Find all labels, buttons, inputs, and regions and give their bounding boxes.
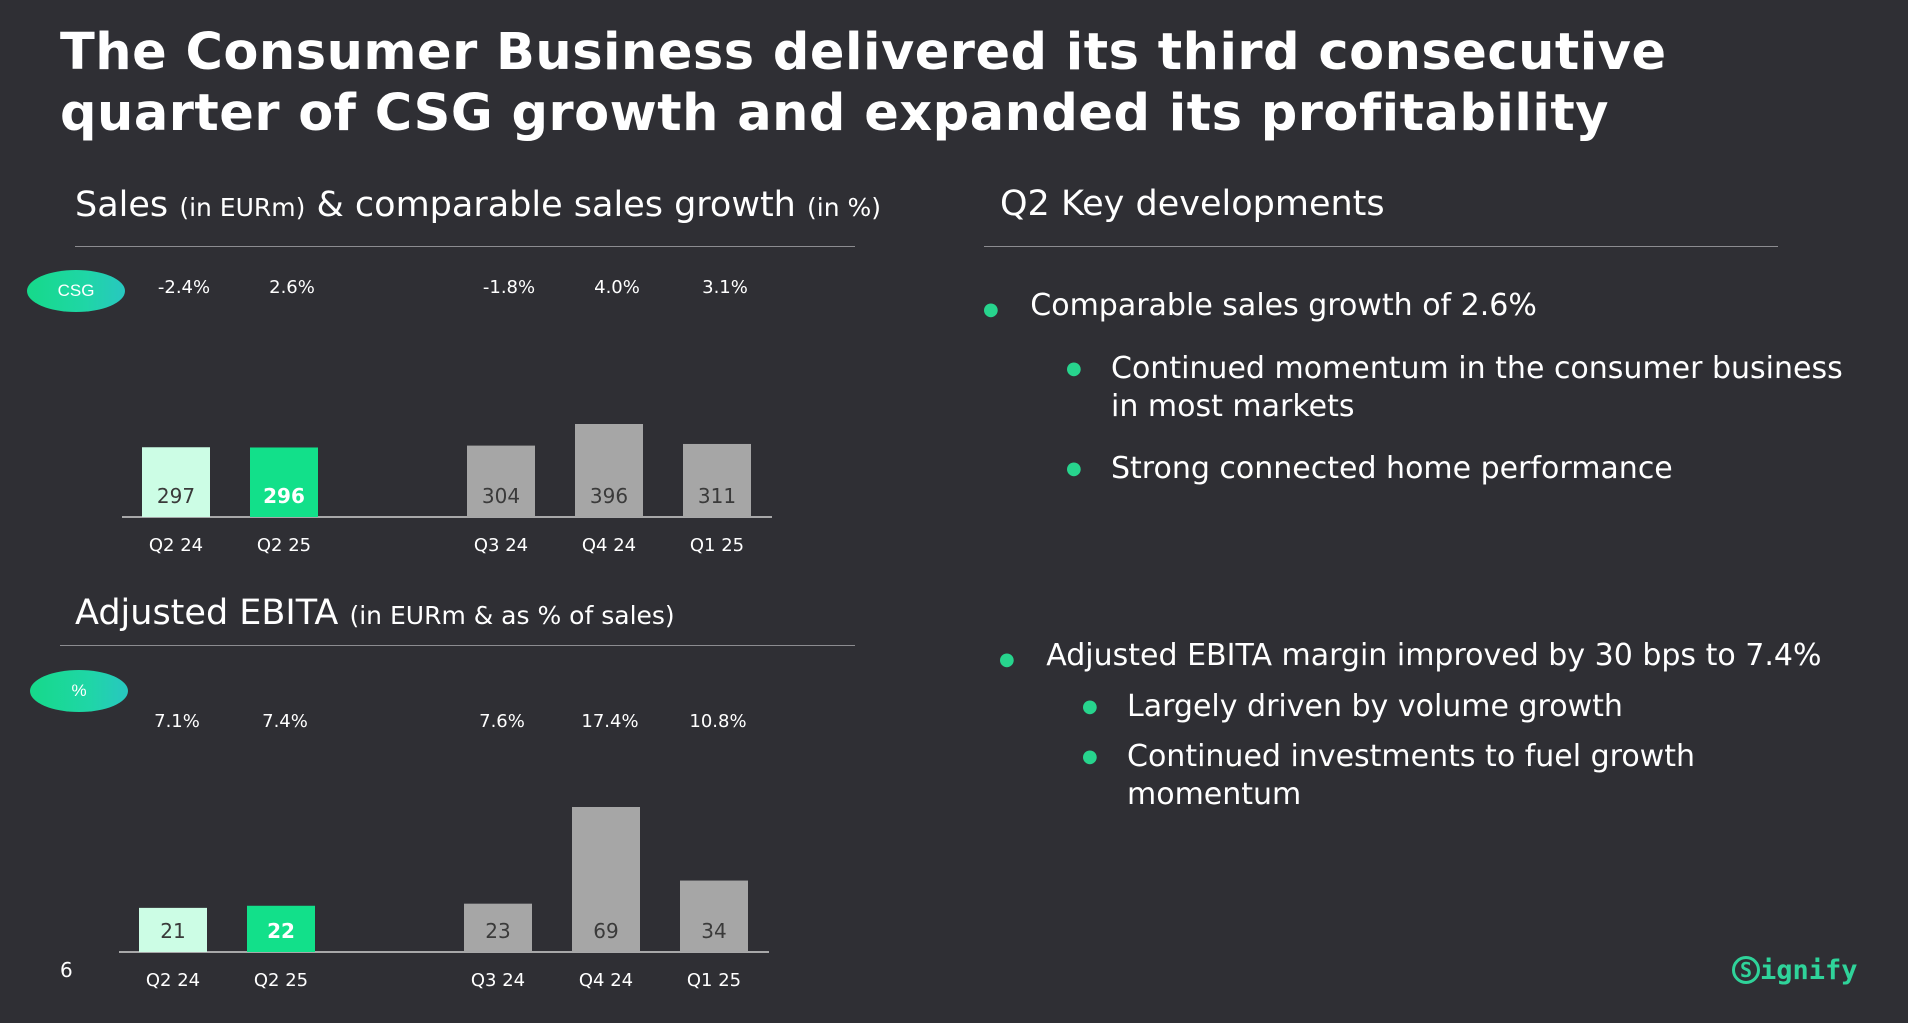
sub-bullet-volume-text: Largely driven by volume growth: [1127, 689, 1623, 724]
percent-label: 17.4%: [581, 711, 638, 732]
sales-heading-small-1: (in EURm): [179, 193, 306, 222]
x-tick-label: Q2 25: [254, 970, 308, 991]
bar-value-label: 311: [698, 484, 736, 508]
sales-heading: Sales (in EURm) & comparable sales growt…: [75, 185, 881, 225]
sub-bullet-momentum: ● Continued momentum in the consumer bus…: [1066, 350, 1846, 426]
bar-value-label: 297: [157, 484, 195, 508]
ebita-heading-rule: [60, 645, 855, 646]
bar-q1-25: [683, 443, 751, 517]
bullet-dot: ●: [1082, 696, 1098, 717]
bullet-csg: ● Comparable sales growth of 2.6%: [983, 287, 1863, 329]
sub-bullet-investments-text: Continued investments to fuel growth mom…: [1127, 739, 1695, 812]
key-developments-heading: Q2 Key developments: [1000, 184, 1385, 224]
bar-value-label: 396: [590, 484, 628, 508]
bullet-dot: ●: [999, 649, 1015, 670]
bar-q4-24: [575, 424, 643, 517]
bar-q4-24: [572, 807, 640, 952]
percent-label: 2.6%: [269, 277, 315, 298]
bar-value-label: 21: [160, 919, 185, 943]
ebita-heading: Adjusted EBITA (in EURm & as % of sales): [75, 593, 675, 633]
percent-label: 7.4%: [262, 711, 308, 732]
bullet-dot: ●: [1066, 358, 1082, 379]
percent-label: -1.8%: [483, 277, 535, 298]
bar-q3-24: [467, 445, 535, 517]
x-tick-label: Q2 25: [257, 535, 311, 556]
bar-value-label: 296: [263, 484, 305, 508]
logo-s-icon: S: [1732, 956, 1760, 984]
bullet-ebita: ● Adjusted EBITA margin improved by 30 b…: [999, 637, 1879, 679]
percent-label: 7.6%: [479, 711, 525, 732]
csg-pill: CSG: [27, 270, 125, 312]
percent-label: 7.1%: [154, 711, 200, 732]
x-tick-label: Q1 25: [687, 970, 741, 991]
bullet-dot: ●: [1066, 458, 1082, 479]
bar-q2-24: [139, 907, 207, 952]
sub-bullet-connected-home-text: Strong connected home performance: [1111, 451, 1673, 486]
sub-bullet-volume: ● Largely driven by volume growth: [1082, 688, 1862, 726]
bar-q2-24: [142, 447, 210, 517]
bullet-dot: ●: [983, 299, 999, 320]
ebita-chart: 21 Q2 24 7.1% 22 Q2 25 7.4% 23 Q3 24 7.6% 69 Q4 24…: [119, 711, 769, 991]
sales-heading-main-2: & comparable sales growth: [316, 185, 796, 225]
x-tick-label: Q2 24: [149, 535, 203, 556]
bar-value-label: 23: [485, 919, 510, 943]
sales-heading-rule: [75, 246, 855, 247]
sales-chart: 297 Q2 24 -2.4% 296 Q2 25 2.6% 304 Q3 24 -1.8% 39…: [122, 277, 772, 556]
x-tick-label: Q3 24: [471, 970, 525, 991]
bullet-ebita-text: Adjusted EBITA margin improved by 30 bps…: [1046, 638, 1822, 673]
bar-q3-24: [464, 903, 532, 952]
x-tick-label: Q1 25: [690, 535, 744, 556]
sales-heading-main-1: Sales: [75, 185, 169, 225]
bar-value-label: 69: [593, 919, 618, 943]
percent-pill: %: [30, 670, 128, 712]
percent-label: -2.4%: [158, 277, 210, 298]
ebita-heading-main: Adjusted EBITA: [75, 593, 339, 633]
key-developments-rule: [984, 246, 1778, 247]
sub-bullet-momentum-text: Continued momentum in the consumer busin…: [1111, 351, 1843, 424]
page-number: 6: [60, 958, 73, 982]
sales-heading-small-2: (in %): [807, 193, 882, 222]
sub-bullet-connected-home: ● Strong connected home performance: [1066, 450, 1846, 488]
bar-value-label: 34: [701, 919, 726, 943]
sub-bullet-investments: ● Continued investments to fuel growth m…: [1082, 738, 1862, 814]
bullet-dot: ●: [1082, 746, 1098, 767]
bar-q2-25: [247, 905, 315, 952]
bar-q2-25: [250, 447, 318, 517]
x-tick-label: Q3 24: [474, 535, 528, 556]
percent-label: 4.0%: [594, 277, 640, 298]
x-tick-label: Q4 24: [579, 970, 633, 991]
percent-label: 10.8%: [689, 711, 746, 732]
logo-text: ignify: [1760, 955, 1858, 986]
x-tick-label: Q2 24: [146, 970, 200, 991]
percent-label: 3.1%: [702, 277, 748, 298]
x-tick-label: Q4 24: [582, 535, 636, 556]
ebita-heading-small: (in EURm & as % of sales): [349, 601, 675, 630]
bullet-csg-text: Comparable sales growth of 2.6%: [1030, 288, 1537, 323]
bar-q1-25: [680, 880, 748, 952]
slide-title: The Consumer Business delivered its thir…: [60, 23, 1667, 143]
bar-value-label: 22: [267, 919, 295, 943]
bar-value-label: 304: [482, 484, 520, 508]
